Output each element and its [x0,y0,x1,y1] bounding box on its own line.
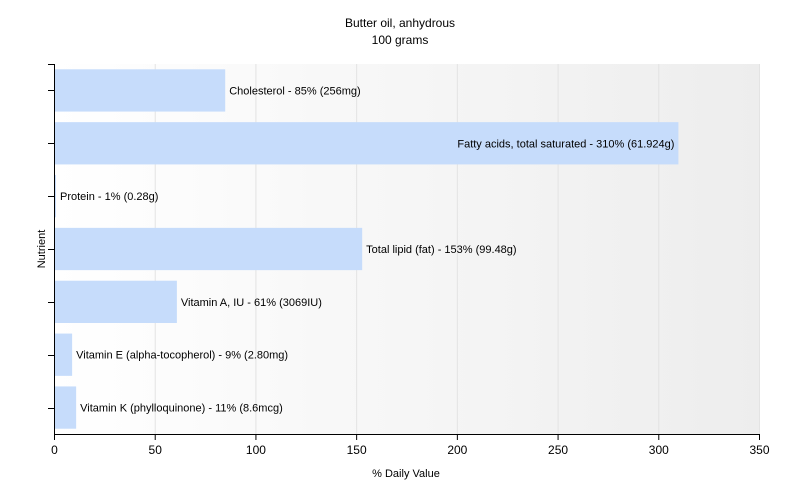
x-tick-label: 350 [749,443,769,457]
x-tick-label: 0 [51,443,58,457]
x-tick-label: 250 [548,443,568,457]
x-tick-label: 100 [246,443,266,457]
axes: 0 50 100 150 200 250 300 350 [48,64,770,457]
bar-label: Protein - 1% (0.28g) [60,191,158,203]
bar-label: Cholesterol - 85% (256mg) [229,85,360,97]
bar [54,386,77,429]
chart-subtitle: 100 grams [371,33,429,47]
bar [54,333,73,376]
x-tick-label: 300 [649,443,669,457]
bar-label: Vitamin E (alpha-tocopherol) - 9% (2.80m… [76,350,288,362]
x-tick-label: 200 [447,443,467,457]
x-tick-label: 150 [347,443,367,457]
bar-label: Vitamin K (phylloquinone) - 11% (8.6mcg) [80,403,283,415]
bar-label: Fatty acids, total saturated - 310% (61.… [457,138,674,150]
x-tick-label: 50 [149,443,163,457]
bar [54,175,57,218]
bar-label: Vitamin A, IU - 61% (3069IU) [181,297,322,309]
bar [54,280,177,323]
bar [54,227,363,271]
chart-title: Butter oil, anhydrous [344,16,456,30]
y-axis-label: Nutrient [36,230,48,269]
bar [54,122,679,165]
bars: Cholesterol - 85% (256mg) Fatty acids, to… [54,69,679,429]
bar-label: Total lipid (fat) - 153% (99.48g) [366,244,516,256]
x-axis-label: % Daily Value [372,468,440,480]
bar [54,69,226,112]
